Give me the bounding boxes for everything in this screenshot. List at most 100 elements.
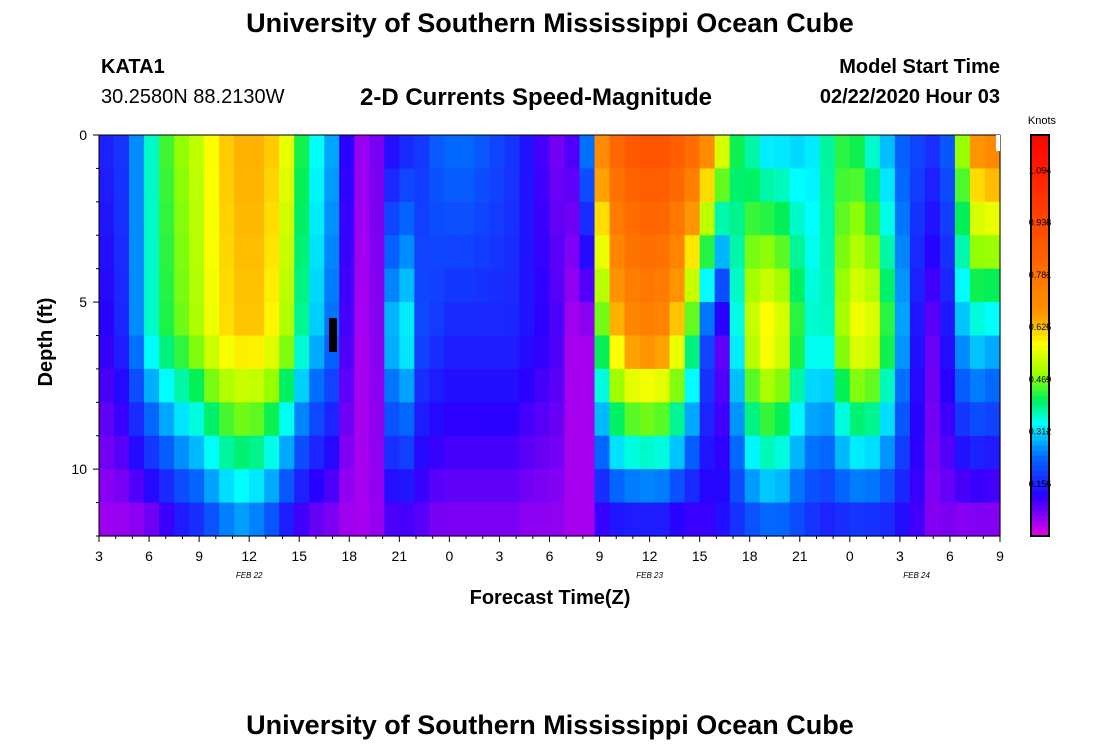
heatmap-cell (909, 302, 926, 337)
heatmap-cell (594, 201, 611, 236)
heatmap-cell (234, 135, 250, 170)
heatmap-cell (414, 135, 430, 170)
heatmap-cell (834, 168, 851, 203)
heatmap-cell (624, 235, 641, 270)
heatmap-cell (159, 235, 175, 270)
heatmap-cell (99, 469, 115, 504)
heatmap-cell (789, 201, 806, 236)
heatmap-cell (534, 302, 551, 337)
colorbar-swatch (1031, 345, 1049, 352)
heatmap-cell (849, 402, 866, 437)
heatmap-cell (804, 502, 821, 537)
heatmap-cell (414, 235, 430, 270)
heatmap-cell (579, 402, 596, 437)
heatmap-cell (864, 135, 881, 170)
heatmap-cell (309, 168, 325, 203)
heatmap-cell (369, 268, 385, 303)
heatmap-cell (729, 135, 746, 170)
heatmap-cell (264, 368, 280, 403)
heatmap-cell (729, 235, 746, 270)
chart-subtitle: 2-D Currents Speed-Magnitude (360, 84, 713, 111)
colorbar-swatch (1031, 505, 1049, 512)
colorbar-swatch (1031, 290, 1049, 296)
heatmap-cell (324, 168, 340, 203)
heatmap-cell (564, 402, 581, 437)
heatmap-cell (144, 469, 160, 504)
heatmap-cell (99, 302, 115, 337)
heatmap-cell (639, 368, 656, 403)
heatmap-cell (279, 168, 295, 203)
heatmap-cell (249, 502, 265, 537)
heatmap-cell (219, 435, 235, 470)
heatmap-cell (189, 335, 205, 370)
heatmap-cell (894, 235, 911, 270)
heatmap-cell (924, 502, 941, 537)
heatmap-cell (669, 135, 686, 170)
heatmap-cell (264, 302, 280, 337)
heatmap-cell (144, 201, 160, 236)
heatmap-cell (624, 469, 641, 504)
heatmap-cell (174, 502, 190, 537)
heatmap-cell (354, 335, 370, 370)
heatmap-cell (669, 502, 686, 537)
colorbar-tick-label: 1.094 (1029, 165, 1052, 175)
heatmap-cell (684, 502, 701, 537)
heatmap-cell (324, 368, 340, 403)
heatmap-cell (579, 235, 596, 270)
model-start-label: Model Start Time (839, 56, 1000, 78)
heatmap-cell (159, 368, 175, 403)
heatmap-cell (204, 335, 220, 370)
heatmap-cell (789, 502, 806, 537)
heatmap-cell (624, 201, 641, 236)
heatmap-cell (789, 302, 806, 337)
heatmap-cell (294, 201, 310, 236)
heatmap-cell (894, 168, 911, 203)
heatmap-cell (144, 368, 160, 403)
colorbar-swatch (1031, 185, 1049, 191)
heatmap-cell (489, 135, 506, 170)
heatmap-cell (459, 135, 476, 170)
heatmap-cell (834, 235, 851, 270)
heatmap-cell (954, 235, 971, 270)
heatmap-cell (474, 335, 491, 370)
heatmap-cell (699, 235, 716, 270)
heatmap-cell (684, 469, 701, 504)
heatmap-cell (879, 302, 896, 337)
heatmap-cell (609, 502, 626, 537)
heatmap-cell (744, 268, 761, 303)
heatmap-cell (894, 201, 911, 236)
heatmap-cell (909, 469, 926, 504)
footer-title: University of Southern Mississippi Ocean… (246, 710, 854, 740)
colorbar-swatch (1031, 395, 1049, 402)
heatmap-cell (459, 268, 476, 303)
heatmap-cell (429, 168, 445, 203)
heatmap-cell (519, 435, 536, 470)
heatmap-cell (399, 268, 415, 303)
heatmap-cell (489, 435, 506, 470)
heatmap-cell (744, 302, 761, 337)
colorbar-swatch (1031, 385, 1049, 392)
heatmap-cell (549, 201, 566, 236)
heatmap-cell (504, 435, 521, 470)
heatmap-cell (669, 368, 686, 403)
heatmap-cell (864, 302, 881, 337)
heatmap-cell (249, 268, 265, 303)
heatmap-cell (954, 268, 971, 303)
heatmap-cell (444, 335, 460, 370)
x-tick-label: 21 (392, 548, 408, 564)
heatmap-cell (384, 302, 400, 337)
heatmap-cell (894, 335, 911, 370)
heatmap-cell (654, 268, 671, 303)
heatmap-cell (639, 201, 656, 236)
heatmap-cell (594, 435, 611, 470)
colorbar-swatch (1031, 515, 1049, 522)
heatmap-cell (219, 168, 235, 203)
heatmap-cell (114, 335, 130, 370)
heatmap-cell (324, 201, 340, 236)
heatmap-cell (669, 268, 686, 303)
heatmap-cell (429, 502, 445, 537)
heatmap-cell (939, 201, 956, 236)
heatmap-cell (114, 402, 130, 437)
heatmap-cell (459, 235, 476, 270)
heatmap-cell (354, 302, 370, 337)
